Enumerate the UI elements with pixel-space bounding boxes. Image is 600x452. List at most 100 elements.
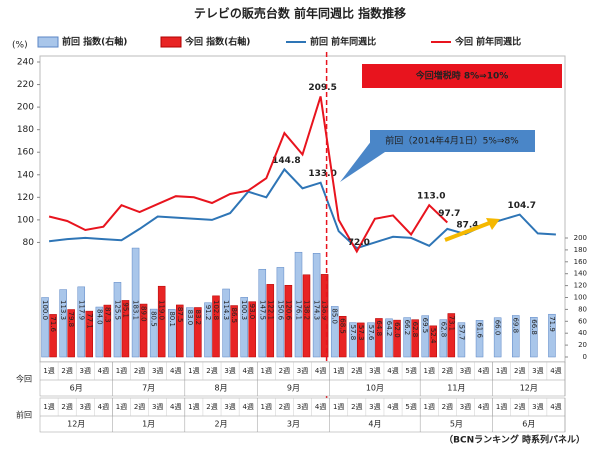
bar-label: 61.6	[476, 322, 484, 338]
week-label: 1週	[116, 366, 127, 375]
bar-label: 174.3	[313, 300, 321, 320]
week-label: 1週	[496, 402, 507, 411]
line	[48, 96, 448, 254]
month-label: 8月	[214, 384, 227, 393]
bar	[302, 274, 311, 358]
bar-label: 138.9	[321, 300, 329, 320]
bar-label: 57.3	[357, 325, 365, 341]
week-label: 3週	[224, 402, 235, 411]
bar	[103, 304, 112, 358]
month-label: 5月	[450, 420, 463, 429]
month-label: 10月	[366, 384, 384, 393]
bar-label: 114.3	[222, 300, 230, 320]
week-label: 4週	[315, 366, 326, 375]
row-label: 今回	[16, 374, 32, 384]
y2-tick-label: 40	[578, 329, 587, 337]
month-label: 6月	[70, 384, 83, 393]
point-label: 133.0	[308, 169, 336, 179]
week-label: 2週	[514, 366, 525, 375]
point-label: 72.0	[348, 238, 370, 248]
bar	[530, 317, 538, 358]
bar-label: 64.2	[385, 321, 393, 337]
week-label: 2週	[206, 366, 217, 375]
bar	[367, 322, 375, 358]
bar	[168, 309, 176, 358]
month-label: 12月	[67, 420, 85, 429]
week-label: 3週	[532, 402, 543, 411]
bar	[176, 304, 184, 358]
y2-tick-label: 160	[574, 258, 587, 266]
bar-label: 93.0	[248, 304, 256, 320]
bar	[204, 302, 212, 358]
bar	[511, 315, 520, 358]
bar	[320, 274, 329, 358]
bar	[475, 320, 484, 358]
week-label: 3週	[532, 366, 543, 375]
week-label: 2週	[442, 402, 453, 411]
bar	[266, 284, 275, 358]
legend-label: 今回 指数(右軸)	[184, 36, 250, 48]
y2-tick-label: 180	[574, 246, 587, 254]
bar-label: 80.1	[168, 311, 176, 327]
y2-tick-label: 60	[578, 317, 587, 325]
bar	[85, 310, 94, 358]
row-label: 前回	[16, 410, 32, 420]
bar-label: 87.3	[103, 307, 111, 323]
bar	[248, 301, 256, 358]
bar	[312, 253, 321, 358]
y-tick-label: 100	[17, 215, 34, 225]
bar-label: 87.5	[176, 307, 184, 323]
week-label: 4週	[315, 402, 326, 411]
bar-label: 62.0	[393, 322, 401, 338]
bar-label: 80.5	[150, 311, 158, 327]
month-label: 9月	[287, 384, 300, 393]
bar-label: 100.3	[240, 300, 248, 320]
y2-tick-label: 0	[583, 353, 587, 361]
legend-swatch	[37, 36, 59, 48]
bar-label: 84.0	[95, 309, 103, 325]
line	[48, 167, 556, 250]
week-label: 4週	[98, 402, 109, 411]
week-label: 3週	[297, 366, 308, 375]
bar-label: 119.0	[158, 300, 166, 320]
bar-label: 89.0	[140, 306, 148, 322]
bar	[357, 322, 365, 358]
week-label: 1週	[188, 366, 199, 375]
bar-label: 64.8	[375, 320, 383, 336]
arrow	[444, 220, 493, 242]
week-label: 3週	[152, 366, 163, 375]
legend-swatch	[160, 36, 182, 48]
bar	[186, 307, 194, 358]
arrow-head	[486, 218, 500, 230]
point-label: 87.4	[456, 221, 478, 231]
week-label: 5週	[405, 402, 416, 411]
point-label: 104.7	[508, 201, 536, 211]
chart-title: テレビの販売台数 前年同週比 指数推移	[194, 6, 406, 21]
bar	[447, 313, 456, 358]
point-label: 97.7	[438, 209, 460, 219]
week-label: 4週	[170, 402, 181, 411]
bar	[294, 251, 303, 358]
week-label: 3週	[460, 366, 471, 375]
y-tick-label: 120	[17, 193, 34, 203]
bar-label: 71.9	[548, 316, 556, 332]
point-label: 113.0	[417, 192, 445, 202]
bar	[49, 314, 57, 358]
week-label: 2週	[61, 366, 72, 375]
week-label: 1週	[423, 402, 434, 411]
y2-tick-label: 100	[574, 294, 587, 302]
week-label: 4週	[98, 366, 109, 375]
y-tick-label: 240	[17, 58, 34, 68]
bar	[330, 306, 339, 358]
bar	[41, 297, 49, 358]
y2-tick-label: 20	[578, 341, 587, 349]
bar	[284, 284, 293, 358]
bar	[59, 289, 67, 358]
bar	[411, 319, 419, 358]
bar-label: 69.5	[421, 318, 429, 334]
annotation: 今回増税時 8%⇒10%	[415, 70, 509, 82]
legend-label: 前回 前年同週比	[310, 36, 376, 48]
bar	[67, 309, 75, 358]
bar	[131, 247, 140, 358]
